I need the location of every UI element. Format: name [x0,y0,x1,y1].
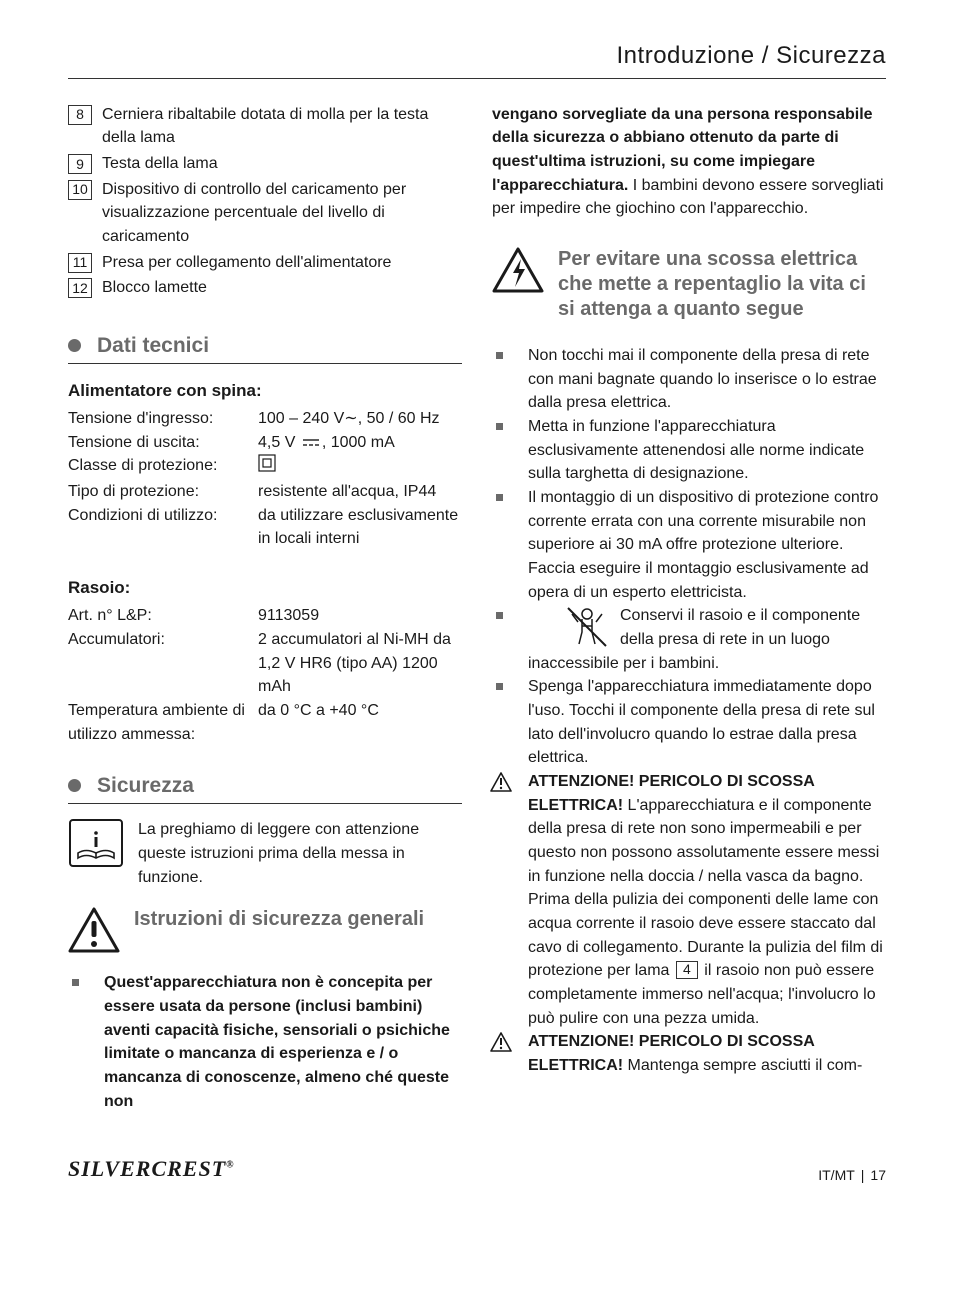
section-rule [68,803,462,804]
subheading: Rasoio: [68,575,462,600]
spec-label: Condizioni di utilizzo: [68,504,258,551]
page-footer: SILVERCREST® IT/MT|17 [68,1153,886,1186]
spec-label: Art. n° L&P: [68,604,258,628]
spec-label: Temperatura ambiente di utilizzo ammessa… [68,699,258,746]
list-item: Quest'apparecchiatura non è concepita pe… [68,971,462,1113]
spec-label: Classe di protezione: [68,454,258,480]
part-number-box: 9 [68,154,92,174]
spec-label: Tensione d'ingresso: [68,407,258,431]
spec-value: 2 accumulatori al Ni-MH da 1,2 V HR6 (ti… [258,628,462,699]
manual-icon [68,818,124,868]
body-text: Spenga l'apparecchiatura immediatamente … [528,678,875,766]
shock-safety-list: Non tocchi mai il componente della presa… [492,344,886,770]
heading-text: Sicurezza [97,770,194,801]
part-number-box: 8 [68,105,92,125]
content-columns: 8 Cerniera ribaltabile dotata di molla p… [68,103,886,1114]
body-text: Metta in funzione l'apparecchiatura escl… [528,418,864,482]
part-label: Cerniera ribaltabile dotata di molla per… [102,103,462,150]
spec-value: 9113059 [258,604,462,628]
spec-label: Tensione di uscita: [68,431,258,455]
part-label: Blocco lamette [102,276,207,300]
bullet-icon [68,779,81,792]
part-label: Presa per collegamento dell'alimentatore [102,251,391,275]
continuation-paragraph: vengano sorvegliate da una persona respo… [492,103,886,221]
list-item: ATTENZIONE! PERICOLO DI SCOSSA ELETTRICA… [492,770,886,1030]
list-item: 9 Testa della lama [68,152,462,176]
power-supply-specs: Alimentatore con spina: Tensione d'ingre… [68,378,462,551]
page-num: 17 [870,1167,886,1183]
body-text: Non tocchi mai il componente della presa… [528,347,877,411]
list-item: ATTENZIONE! PERICOLO DI SCOSSA ELETTRICA… [492,1030,886,1077]
part-label: Testa della lama [102,152,218,176]
list-item: Metta in funzione l'apparecchiatura escl… [492,415,886,486]
warning-icon [68,907,120,953]
page-number: IT/MT|17 [818,1165,886,1186]
shock-warning-list: ATTENZIONE! PERICOLO DI SCOSSA ELETTRICA… [492,770,886,1078]
page-header: Introduzione / Sicurezza [68,38,886,74]
spec-value: 100 – 240 V∼, 50 / 60 Hz [258,407,462,431]
list-item: 8 Cerniera ribaltabile dotata di molla p… [68,103,462,150]
electric-shock-heading: Per evitare una scossa elettrica che met… [492,247,886,322]
list-item: Il montaggio di un dispositivo di protez… [492,486,886,604]
heading-text: Per evitare una scossa elettrica che met… [558,247,886,322]
section-rule [68,363,462,364]
list-item: Spenga l'apparecchiatura immediatamente … [492,675,886,770]
list-item: 11 Presa per collegamento dell'alimentat… [68,251,462,275]
spec-value: 4,5 V , 1000 mA [258,431,462,455]
spec-value: resistente all'acqua, IP44 [258,480,462,504]
razor-specs: Rasoio: Art. n° L&P: 9113059 Accumulator… [68,575,462,746]
read-manual-block: La preghiamo di leggere con attenzione q… [68,818,462,889]
parts-list: 8 Cerniera ribaltabile dotata di molla p… [68,103,462,300]
spec-row: Classe di protezione: [68,454,462,480]
shock-warning-icon [492,247,544,293]
brand-logo: SILVERCREST® [68,1153,235,1186]
registered-mark: ® [226,1160,234,1171]
lang-code: IT/MT [818,1167,855,1183]
spec-row: Tensione di uscita: 4,5 V , 1000 mA [68,431,462,455]
part-number-box: 4 [676,961,698,979]
spec-value [258,454,462,480]
spec-row: Tipo di protezione: resistente all'acqua… [68,480,462,504]
part-number-box: 11 [68,253,92,273]
body-text: Il montaggio di un dispositivo di protez… [528,489,878,601]
spec-label: Accumulatori: [68,628,258,699]
list-item: Conservi il rasoio e il componente della… [492,604,886,675]
heading-text: Istruzioni di sicurezza generali [134,907,424,932]
brand-text: SILVERCREST [68,1156,226,1181]
right-column: vengano sorvegliate da una persona respo… [492,103,886,1114]
bullet-icon [68,339,81,352]
warning-icon [490,772,512,792]
intro-text: La preghiamo di leggere con attenzione q… [138,818,462,889]
body-text: L'apparecchiatura e il componente della … [528,797,883,980]
header-rule [68,78,886,79]
list-item: 10 Dispositivo di controllo del caricame… [68,178,462,249]
spec-row: Accumulatori: 2 accumulatori al Ni-MH da… [68,628,462,699]
part-number-box: 10 [68,180,92,200]
body-text: Mantenga sempre asciutti il com- [623,1057,862,1074]
spec-row: Temperatura ambiente di utilizzo ammessa… [68,699,462,746]
part-label: Dispositivo di controllo del caricamento… [102,178,462,249]
safety-heading: Sicurezza [68,770,462,801]
spec-value: da utilizzare esclusivamente in locali i… [258,504,462,551]
list-item: 12 Blocco lamette [68,276,462,300]
dc-symbol-icon [302,438,320,448]
heading-text: Dati tecnici [97,330,209,361]
bold-text: Quest'apparecchiatura non è concepita pe… [104,974,450,1109]
warning-icon [490,1032,512,1052]
spec-row: Art. n° L&P: 9113059 [68,604,462,628]
spec-value: da 0 °C a +40 °C [258,699,462,746]
spec-label: Tipo di protezione: [68,480,258,504]
general-safety-heading: Istruzioni di sicurezza generali [68,907,462,953]
left-column: 8 Cerniera ribaltabile dotata di molla p… [68,103,462,1114]
tech-heading: Dati tecnici [68,330,462,361]
class2-icon [258,454,276,472]
keep-from-children-icon [564,604,610,650]
spec-row: Tensione d'ingresso: 100 – 240 V∼, 50 / … [68,407,462,431]
part-number-box: 12 [68,278,92,298]
general-safety-list: Quest'apparecchiatura non è concepita pe… [68,971,462,1113]
spec-row: Condizioni di utilizzo: da utilizzare es… [68,504,462,551]
list-item: Non tocchi mai il componente della presa… [492,344,886,415]
subheading: Alimentatore con spina: [68,378,462,403]
